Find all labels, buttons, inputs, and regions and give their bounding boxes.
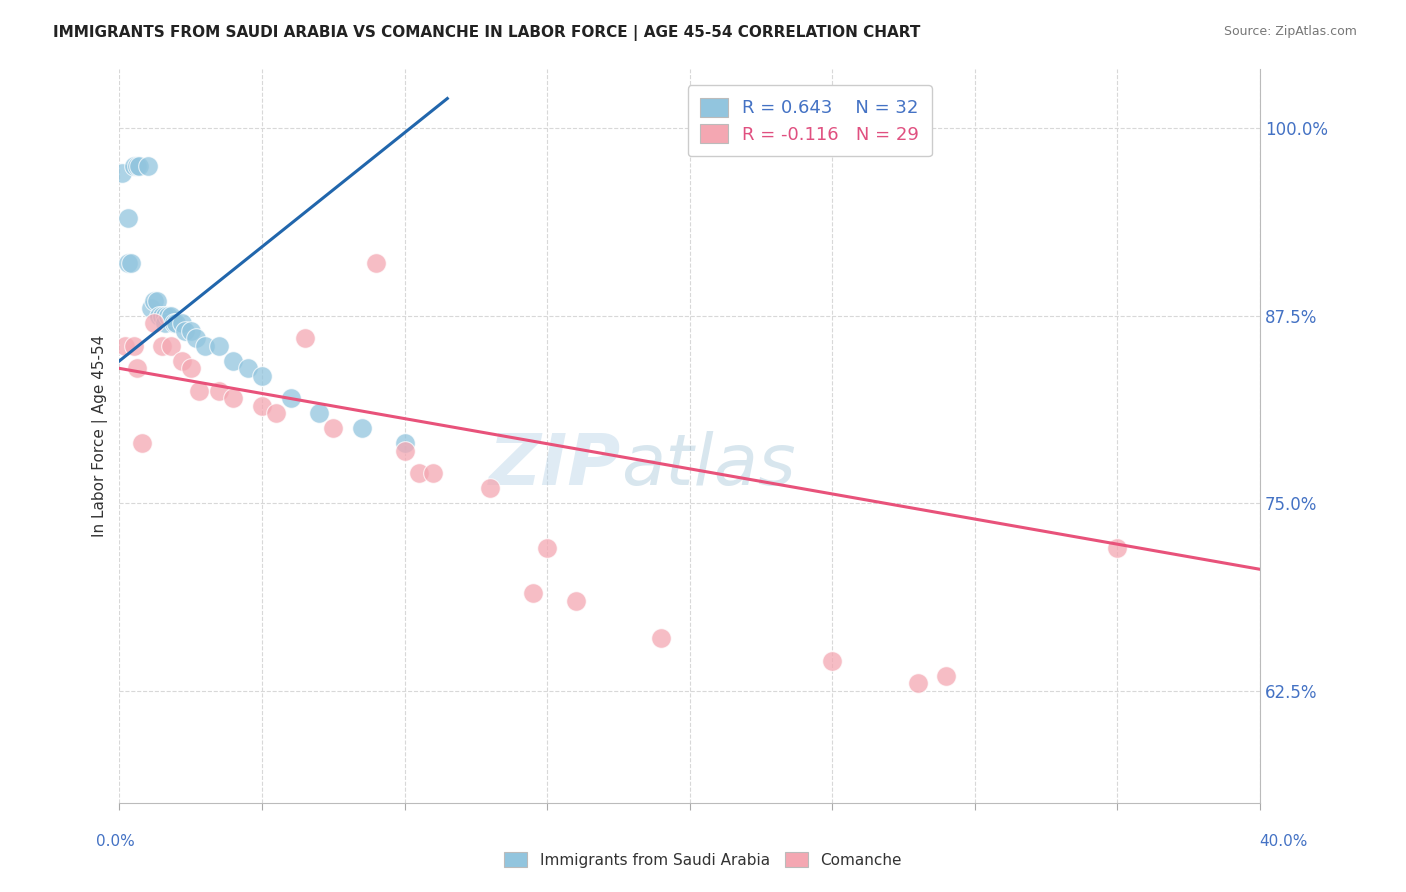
Text: IMMIGRANTS FROM SAUDI ARABIA VS COMANCHE IN LABOR FORCE | AGE 45-54 CORRELATION : IMMIGRANTS FROM SAUDI ARABIA VS COMANCHE… [53, 25, 921, 41]
Legend: Immigrants from Saudi Arabia, Comanche: Immigrants from Saudi Arabia, Comanche [498, 846, 908, 873]
Point [308, 406, 330, 420]
Point [172, 354, 194, 368]
Point [264, 406, 287, 420]
Point [236, 361, 259, 376]
Point [280, 392, 302, 406]
Y-axis label: In Labor Force | Age 45-54: In Labor Force | Age 45-54 [93, 334, 108, 537]
Point [172, 317, 194, 331]
Point [145, 293, 167, 308]
Point [536, 541, 558, 556]
Point [162, 317, 184, 331]
Point [1107, 541, 1129, 556]
Point [117, 256, 139, 270]
Point [156, 309, 179, 323]
Point [125, 361, 148, 376]
Point [142, 293, 165, 308]
Point [150, 309, 173, 323]
Text: 0.0%: 0.0% [96, 834, 135, 849]
Point [408, 467, 430, 481]
Point [180, 324, 202, 338]
Point [294, 331, 316, 345]
Point [153, 317, 176, 331]
Point [166, 317, 188, 331]
Point [650, 632, 672, 646]
Point [250, 368, 273, 383]
Point [907, 676, 929, 690]
Point [208, 384, 231, 398]
Point [222, 392, 245, 406]
Point [125, 159, 148, 173]
Point [322, 421, 344, 435]
Point [153, 309, 176, 323]
Point [117, 211, 139, 226]
Point [148, 309, 170, 323]
Point [159, 309, 181, 323]
Point [136, 159, 159, 173]
Point [250, 399, 273, 413]
Point [194, 339, 217, 353]
Point [422, 467, 444, 481]
Point [120, 256, 142, 270]
Point [222, 354, 245, 368]
Point [208, 339, 231, 353]
Point [186, 331, 208, 345]
Point [350, 421, 373, 435]
Point [174, 324, 197, 338]
Point [935, 669, 957, 683]
Point [394, 443, 416, 458]
Point [150, 339, 173, 353]
Point [114, 339, 136, 353]
Text: ZIP: ZIP [489, 431, 621, 500]
Point [522, 586, 544, 600]
Point [122, 159, 145, 173]
Point [394, 436, 416, 450]
Point [128, 159, 150, 173]
Point [479, 481, 502, 495]
Point [564, 593, 586, 607]
Point [142, 317, 165, 331]
Point [139, 301, 162, 316]
Point [188, 384, 211, 398]
Point [159, 339, 181, 353]
Text: atlas: atlas [621, 431, 796, 500]
Text: Source: ZipAtlas.com: Source: ZipAtlas.com [1223, 25, 1357, 38]
Point [180, 361, 202, 376]
Text: 40.0%: 40.0% [1260, 834, 1308, 849]
Point [821, 654, 844, 668]
Point [364, 256, 387, 270]
Point [131, 436, 153, 450]
Point [111, 166, 134, 180]
Legend: R = 0.643    N = 32, R = -0.116   N = 29: R = 0.643 N = 32, R = -0.116 N = 29 [688, 85, 932, 156]
Point [122, 339, 145, 353]
